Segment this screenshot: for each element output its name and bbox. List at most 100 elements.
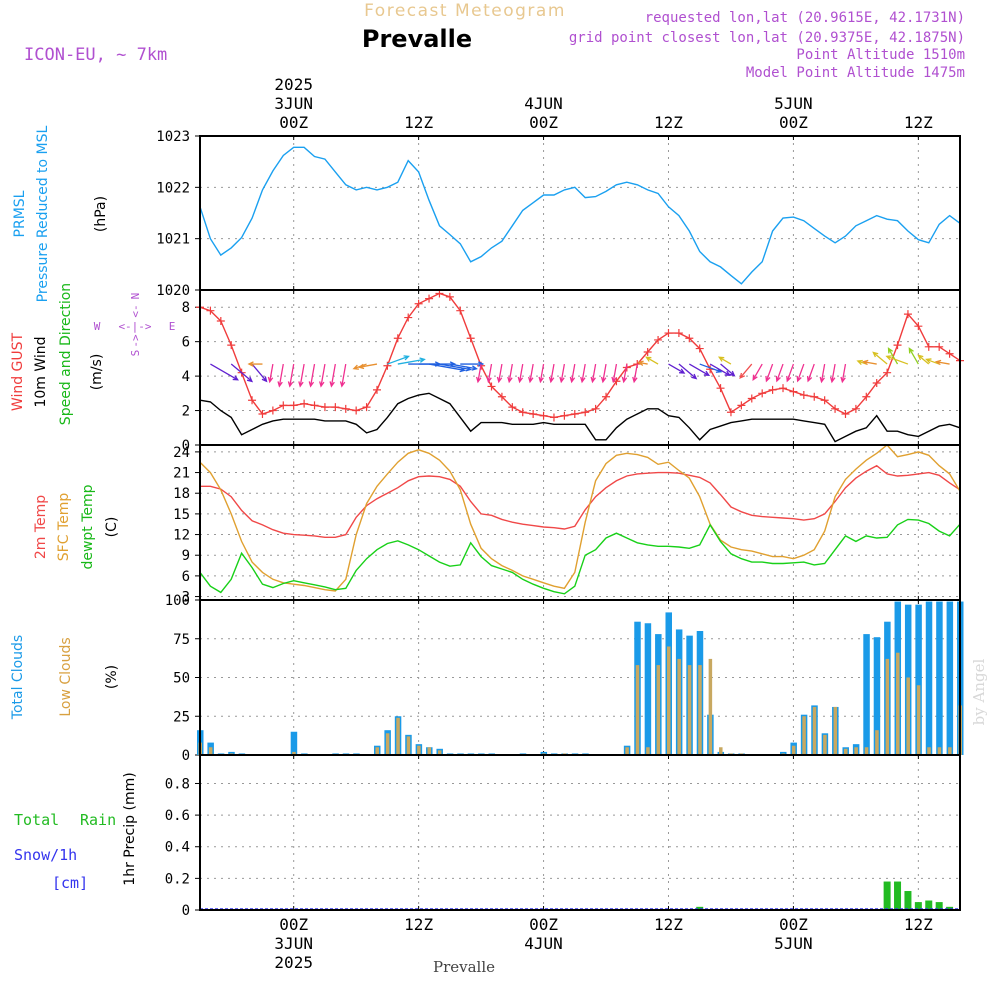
low-cloud-bar <box>927 747 931 755</box>
wind-arrow <box>925 358 940 365</box>
low-cloud-bar <box>406 736 411 755</box>
wind-arrow <box>688 363 711 377</box>
low-cloud-bar <box>875 730 879 755</box>
y-tick-label: 12 <box>173 528 190 544</box>
precip-snow-label: Snow/1h <box>14 846 77 864</box>
wind-arrow <box>507 363 513 384</box>
gust-marker <box>341 404 350 413</box>
gust-marker <box>258 410 267 418</box>
wind-arrow <box>538 363 545 384</box>
gust-marker <box>872 379 881 387</box>
rain-bar <box>914 902 922 910</box>
gust-marker <box>726 408 735 417</box>
gust-marker <box>487 382 496 391</box>
pressure-label-reduced: Pressure Reduced to MSL <box>35 125 51 302</box>
total-cloud-bar <box>915 604 922 755</box>
point-altitude: Point Altitude 1510m <box>796 47 965 63</box>
gust-marker <box>445 292 454 301</box>
low-cloud-bar <box>854 747 858 755</box>
wind-arrow <box>569 363 576 384</box>
wind-arrow <box>917 354 930 365</box>
wind-arrow <box>829 363 836 384</box>
wind-arrow <box>267 363 274 384</box>
gust-marker <box>549 413 558 422</box>
gust-marker <box>248 396 257 405</box>
compass-west: W <box>94 320 101 333</box>
low-cloud-bar <box>417 745 421 755</box>
temp-2m-label: 2m Temp <box>33 495 49 559</box>
total-cloud-bar <box>290 731 298 755</box>
y-tick-label: 0 <box>182 748 190 764</box>
bottom-time-label: 00Z <box>529 915 558 934</box>
wind-arrow <box>475 363 482 384</box>
compass-south-arrow: -> <box>129 334 142 348</box>
wind-arrow <box>559 363 566 384</box>
panels: 1020102110221023024683691215182124025507… <box>156 129 964 919</box>
rain-bar <box>935 902 943 910</box>
gust-marker <box>300 399 309 408</box>
low-cloud-bar <box>698 665 702 755</box>
wind-unit-label: (m/s) <box>89 354 105 391</box>
y-tick-label: 9 <box>182 548 190 564</box>
low-cloud-bar <box>656 665 661 755</box>
total-cloud-bar <box>873 637 881 755</box>
series-line-10m-wind <box>199 392 961 443</box>
wind-arrow <box>861 359 877 366</box>
wind-arrow <box>230 363 254 383</box>
low-cloud-bar <box>437 750 442 755</box>
series-line-prmsl <box>199 146 961 285</box>
low-cloud-bar <box>292 751 296 755</box>
rain-bar <box>894 881 902 910</box>
footer-location: Prevalle <box>433 958 495 976</box>
wind-gust-label: Wind GUST <box>10 332 26 411</box>
wind-arrow <box>637 360 648 366</box>
y-tick-label: 0.2 <box>165 871 190 887</box>
low-cloud-bar <box>916 685 921 755</box>
gust-marker <box>320 403 329 412</box>
wind-arrow <box>590 363 597 384</box>
low-cloud-bar <box>625 747 629 755</box>
gust-marker <box>466 334 475 343</box>
low-cloud-bar <box>677 658 681 755</box>
total-clouds-label: Total Clouds <box>10 635 26 720</box>
wind-arrow <box>739 363 753 379</box>
wind-arrow <box>528 363 534 384</box>
total-cloud-bar <box>925 601 933 755</box>
y-tick-label: 0.6 <box>165 808 190 824</box>
y-tick-label: 1023 <box>156 129 190 145</box>
gust-marker <box>685 334 694 343</box>
low-cloud-bar <box>208 747 213 755</box>
low-cloud-bar <box>833 706 838 755</box>
wind-arrow <box>486 363 493 384</box>
gust-marker <box>508 403 517 412</box>
y-tick-label: 3 <box>182 590 190 606</box>
wind-arrow <box>298 363 305 388</box>
wind-arrow <box>548 363 555 384</box>
bottom-time-label: 2025 <box>274 953 313 972</box>
y-tick-label: 100 <box>165 593 190 609</box>
gust-marker <box>581 408 590 417</box>
low-cloud-bar <box>802 716 806 755</box>
bottom-time-label: 3JUN <box>274 934 313 953</box>
y-tick-label: 8 <box>182 300 190 316</box>
low-cloud-bar <box>385 733 390 755</box>
clouds-unit-label: (%) <box>104 665 120 689</box>
gust-marker <box>529 410 538 418</box>
gust-marker <box>841 410 850 418</box>
cloud-labels: Total Clouds Low Clouds (%) <box>10 635 120 720</box>
gust-marker <box>643 348 652 356</box>
top-time-label: 12Z <box>654 113 683 132</box>
gust-marker <box>372 385 381 394</box>
bottom-time-label: 5JUN <box>774 934 813 953</box>
bottom-time-label: 4JUN <box>524 934 563 953</box>
compass-south: S <box>129 350 142 357</box>
wind-arrow <box>720 363 736 377</box>
gust-marker <box>810 392 819 401</box>
gust-marker <box>893 341 902 350</box>
wind-arrow <box>717 356 732 365</box>
wind-arrow <box>668 363 686 374</box>
model-label: ICON-EU, ~ 7km <box>24 45 167 65</box>
wind-arrow <box>580 363 586 384</box>
wind-arrow <box>496 363 503 384</box>
